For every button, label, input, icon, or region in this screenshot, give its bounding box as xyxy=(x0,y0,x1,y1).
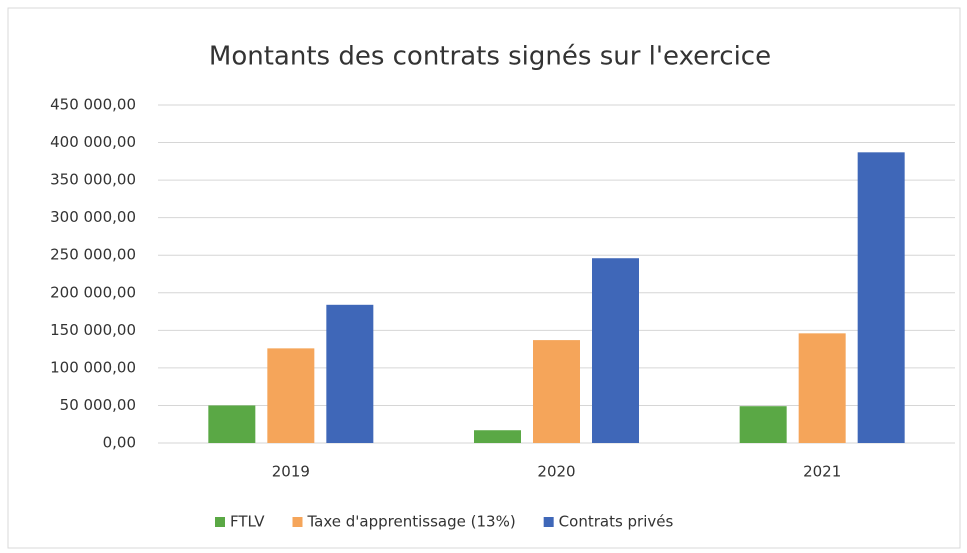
bar xyxy=(798,333,846,443)
legend-swatch xyxy=(292,517,303,527)
bar xyxy=(208,405,256,443)
bar xyxy=(533,340,580,443)
y-tick-label: 150 000,00 xyxy=(50,321,136,339)
y-tick-label: 200 000,00 xyxy=(50,283,136,301)
x-tick-label: 2019 xyxy=(272,463,310,481)
bar xyxy=(592,258,639,443)
y-tick-label: 50 000,00 xyxy=(60,396,136,414)
y-tick-label: 400 000,00 xyxy=(50,133,136,151)
legend-label: Contrats privés xyxy=(559,513,674,531)
legend-swatch xyxy=(215,517,225,527)
bar xyxy=(739,406,787,443)
y-tick-label: 350 000,00 xyxy=(50,171,136,189)
legend-label: FTLV xyxy=(230,513,265,531)
y-tick-label: 250 000,00 xyxy=(50,246,136,264)
bar xyxy=(326,304,374,443)
y-tick-label: 450 000,00 xyxy=(50,96,136,114)
bar xyxy=(857,152,905,443)
y-tick-label: 300 000,00 xyxy=(50,208,136,226)
x-tick-label: 2021 xyxy=(803,463,841,481)
chart-frame xyxy=(7,7,961,549)
y-tick-label: 100 000,00 xyxy=(50,358,136,376)
y-tick-label: 0,00 xyxy=(103,434,136,452)
x-tick-label: 2020 xyxy=(537,463,575,481)
legend-swatch xyxy=(543,517,554,527)
bar xyxy=(267,348,315,443)
bar xyxy=(474,430,521,443)
chart-title: Montants des contrats signés sur l'exerc… xyxy=(209,42,771,72)
legend-label: Taxe d'apprentissage (13%) xyxy=(307,513,516,531)
